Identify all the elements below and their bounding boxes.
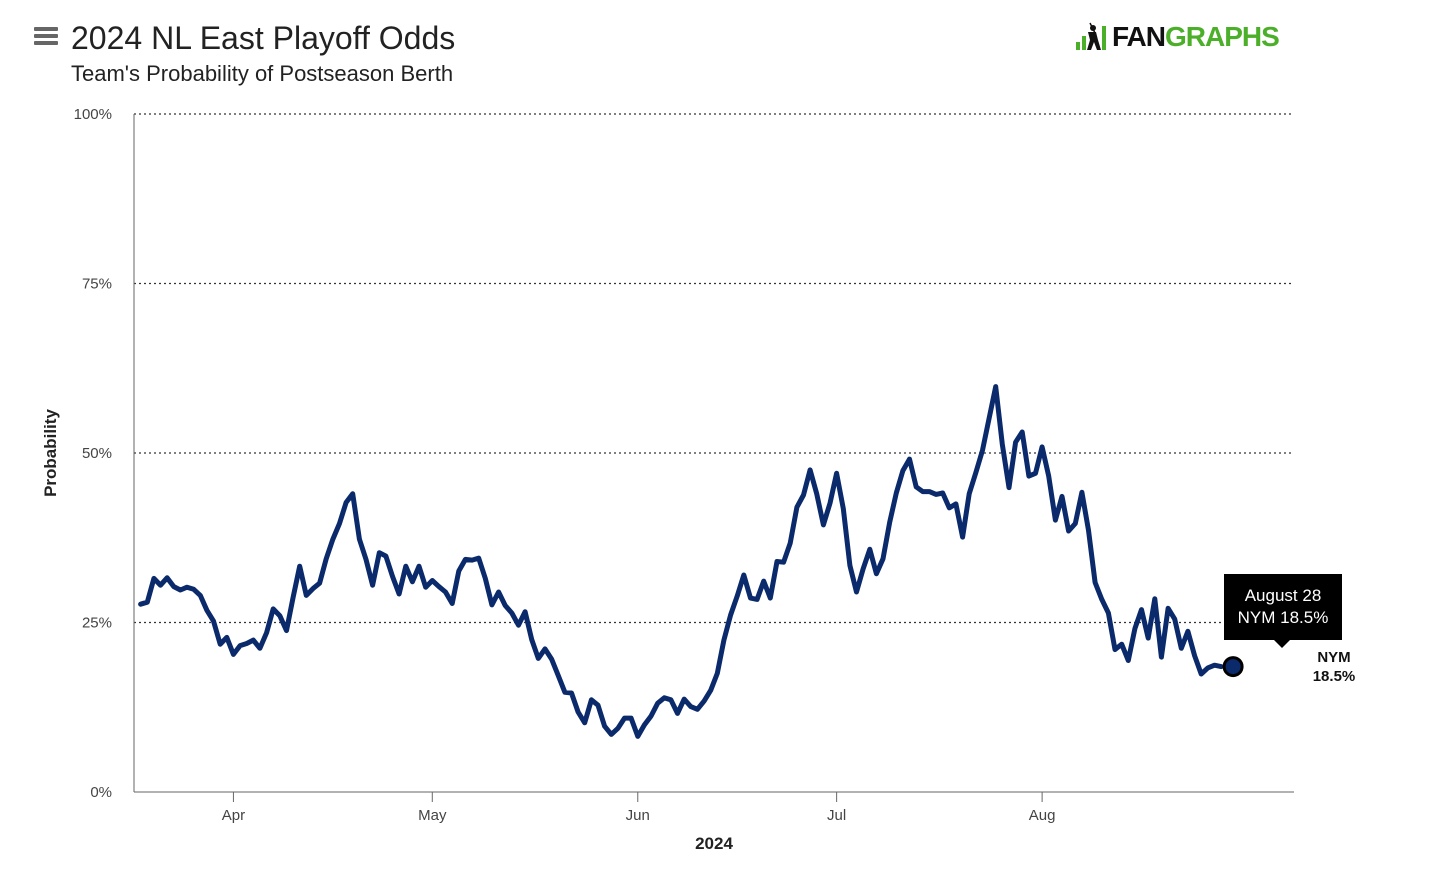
x-tick-label: Jun	[626, 807, 650, 824]
hover-tooltip: August 28 NYM 18.5%	[1224, 574, 1342, 640]
x-tick-label: Aug	[1029, 807, 1056, 824]
y-axis-tick-labels: 0% 25% 50% 75% 100%	[74, 106, 112, 801]
logo-text: FANGRAPHS	[1112, 21, 1280, 52]
y-tick-label: 0%	[90, 784, 112, 801]
tooltip-value: NYM 18.5%	[1237, 608, 1329, 627]
chart-subtitle: Team's Probability of Postseason Berth	[71, 61, 454, 86]
x-axis-title: 2024	[695, 834, 733, 853]
series-end-marker[interactable]	[1222, 656, 1244, 678]
series-end-value: 18.5%	[1313, 668, 1356, 685]
y-tick-label: 100%	[74, 106, 112, 123]
series-end-label: NYM	[1317, 649, 1350, 666]
tooltip-arrow	[1274, 640, 1290, 648]
logo-text-fan: FAN	[1112, 21, 1166, 52]
chart-title: 2024 NL East Playoff Odds	[71, 20, 456, 56]
tooltip-date: August 28	[1244, 586, 1322, 605]
x-axis-ticks: Apr May Jun Jul Aug	[222, 792, 1056, 824]
y-tick-label: 75%	[82, 276, 112, 293]
y-gridlines	[134, 113, 1294, 624]
x-tick-label: May	[418, 807, 447, 824]
logo-text-graphs: GRAPHS	[1165, 21, 1280, 52]
series-line-nym[interactable]	[138, 384, 1224, 739]
batter-logo-icon	[1076, 22, 1106, 50]
y-axis-title: Probability	[41, 409, 60, 497]
hamburger-menu-icon[interactable]	[34, 27, 58, 45]
y-tick-label: 50%	[82, 445, 112, 462]
y-tick-label: 25%	[82, 615, 112, 632]
x-tick-label: Apr	[222, 807, 245, 824]
x-tick-label: Jul	[827, 807, 846, 824]
